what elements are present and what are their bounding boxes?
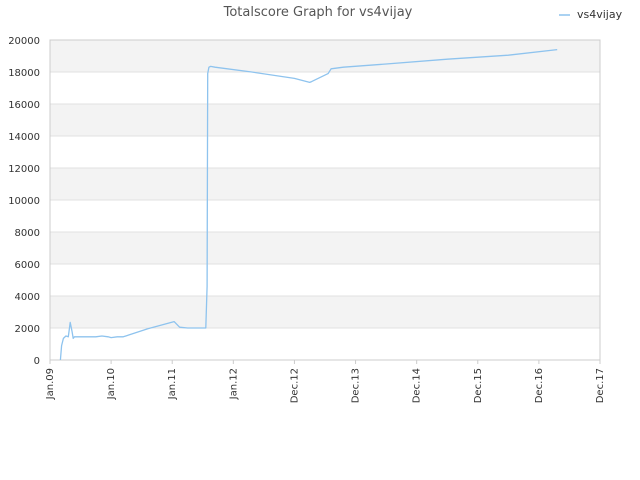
plot-band	[50, 168, 600, 200]
y-tick-label: 20000	[8, 36, 40, 47]
x-tick-label: Dec.13	[351, 368, 362, 403]
x-tick-label: Jan.09	[45, 368, 56, 400]
y-tick-label: 0	[34, 356, 40, 367]
axes	[49, 39, 601, 361]
series-group	[59, 48, 558, 361]
plot-band	[50, 40, 600, 72]
x-tick-label: Jan.11	[167, 368, 178, 400]
y-tick-label: 2000	[15, 324, 40, 335]
y-tick-label: 14000	[8, 132, 40, 143]
x-tick-label: Dec.17	[595, 368, 606, 403]
plot-band	[50, 296, 600, 328]
y-tick-label: 16000	[8, 100, 40, 111]
x-tick-label: Dec.15	[473, 368, 484, 403]
y-tick-label: 6000	[15, 260, 40, 271]
x-tick-label: Dec.16	[534, 368, 545, 403]
y-tick-label: 18000	[8, 68, 40, 79]
x-tick-label: Dec.14	[412, 368, 423, 403]
legend: vs4vijay	[559, 8, 623, 21]
x-tick-label: Jan.10	[106, 368, 117, 400]
plot-band	[50, 104, 600, 136]
y-tick-label: 4000	[15, 292, 40, 303]
legend-label: vs4vijay	[577, 8, 623, 21]
x-tick-label: Dec.12	[289, 368, 300, 403]
y-tick-label: 12000	[8, 164, 40, 175]
y-tick-labels: 0 2000 4000 6000 8000 10000 12000 14000 16000 180…	[8, 36, 40, 367]
x-tick-labels: Jan.09 Jan.10 Jan.11 Jan.12 Dec.12 Dec.13 Dec.…	[45, 360, 606, 403]
plot-bands	[50, 40, 600, 328]
plot-frame	[49, 39, 601, 361]
plot-band	[50, 232, 600, 264]
x-tick-label: Jan.12	[228, 368, 239, 400]
y-tick-label: 10000	[8, 196, 40, 207]
y-tick-label: 8000	[15, 228, 40, 239]
series-line	[59, 48, 558, 361]
chart-title: Totalscore Graph for vs4vijay	[223, 5, 413, 20]
